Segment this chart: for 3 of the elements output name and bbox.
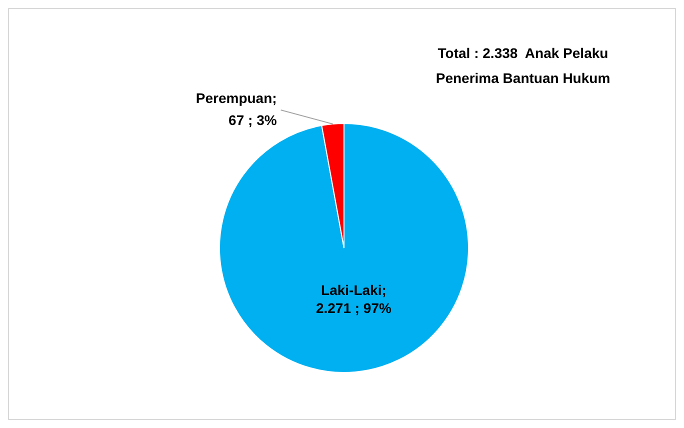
slice-label: Laki-Laki; 2.271 ; 97% — [316, 282, 392, 316]
text: Total : 2.338 Anak Pelaku Penerima Bantuan Hukum — [436, 44, 610, 86]
slice-label: Perempuan; 67 ; 3% — [196, 90, 278, 128]
